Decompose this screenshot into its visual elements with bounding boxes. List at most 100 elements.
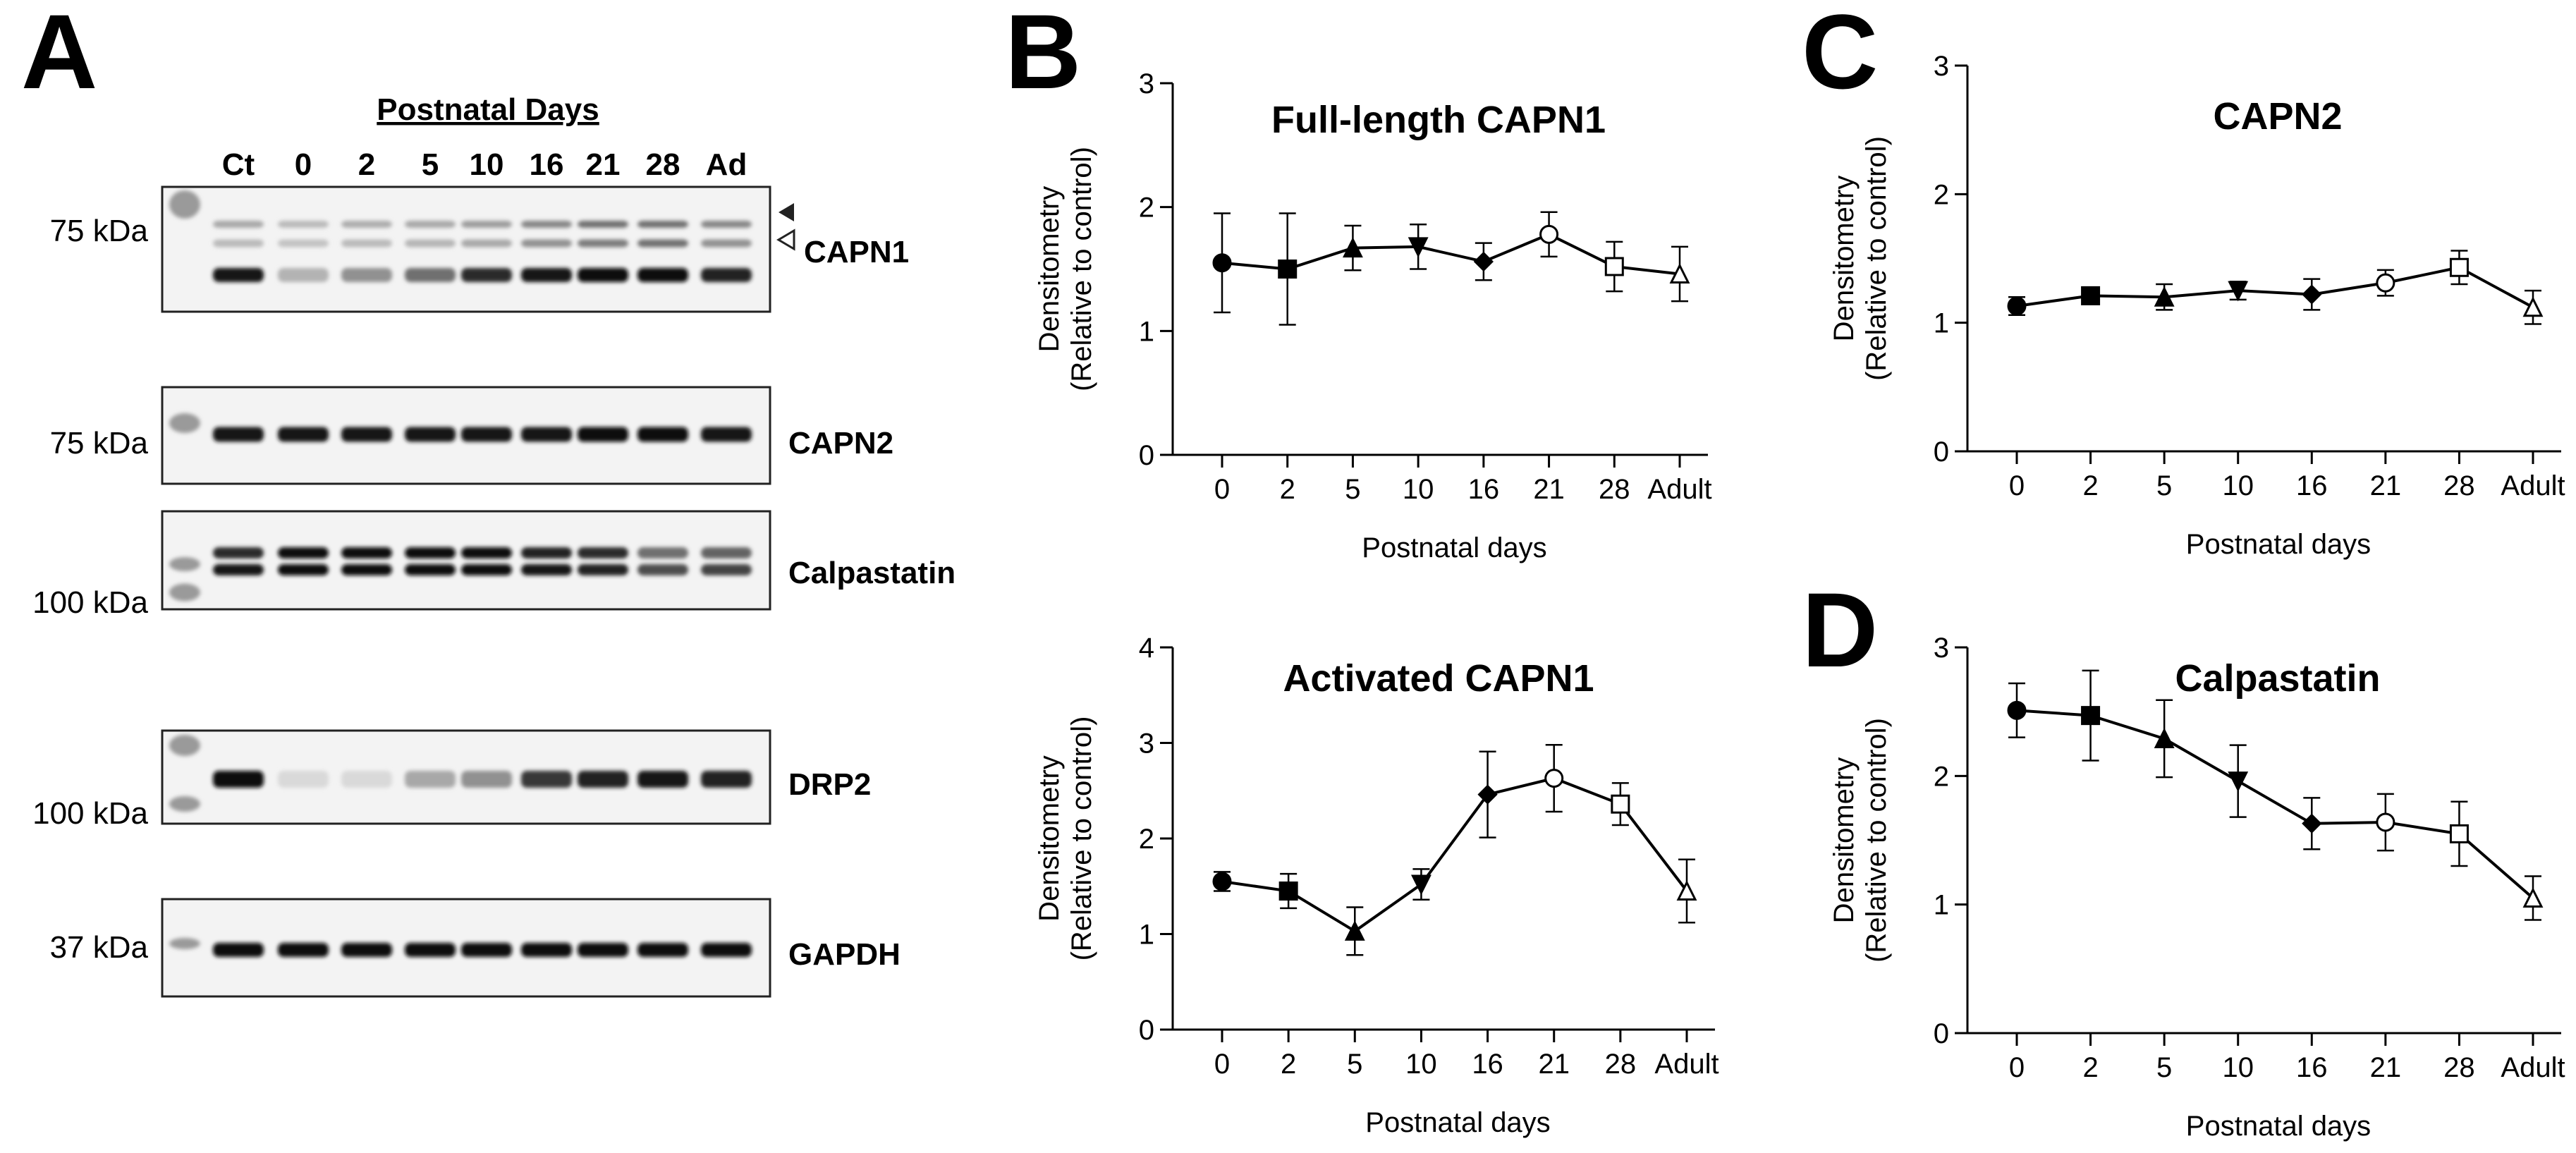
blot-band (213, 771, 264, 788)
x-tick-label: 21 (2370, 470, 2402, 501)
blot-band (578, 943, 628, 957)
lane-label: 28 (646, 147, 680, 182)
x-tick-label: 5 (2156, 470, 2172, 501)
blot-frame (161, 185, 771, 313)
lane-label: 21 (586, 147, 621, 182)
blot-frame (161, 510, 771, 611)
data-point (2302, 813, 2322, 834)
y-tick-label: 2 (1934, 179, 1949, 210)
blot-band (701, 547, 752, 559)
blot-band (405, 427, 456, 442)
blot-band (521, 564, 572, 575)
protein-label: CAPN2 (788, 426, 893, 460)
data-point (1604, 257, 1624, 276)
blot-band (637, 771, 688, 788)
lane-label: 10 (470, 147, 504, 182)
chart-title: Full-length CAPN1 (1271, 99, 1606, 141)
blot-band (213, 547, 264, 559)
blot-band (278, 943, 329, 957)
ladder-band (169, 557, 200, 571)
blot-band (461, 771, 512, 788)
x-tick-label: 0 (1214, 474, 1230, 505)
series-line (1221, 776, 1688, 933)
panel-label-c: C (1802, 0, 1878, 111)
data-point (1477, 784, 1498, 805)
y-tick-label: 3 (1139, 728, 1154, 759)
data-point (1611, 794, 1630, 814)
y-tick-label: 1 (1934, 308, 1949, 339)
blot-band (637, 268, 688, 282)
data-point (1408, 237, 1429, 258)
chart-title: CAPN2 (2213, 95, 2342, 138)
ladder-band (169, 413, 200, 433)
data-point (2007, 700, 2027, 720)
blot-band (278, 564, 329, 575)
marker-label: 37 kDa (50, 930, 149, 965)
blot-band (278, 268, 329, 282)
blot-band (521, 547, 572, 559)
blot-band (637, 239, 688, 248)
chart-activated-capn1: Activated CAPN1 0 1 2 3 4 0 2 5 10 16 21 28 Adult Post… (1034, 633, 1719, 1138)
data-point (1544, 769, 1564, 788)
x-tick-label: 10 (2222, 1052, 2254, 1083)
blot-band (637, 943, 688, 957)
x-tick-label: 0 (1214, 1049, 1230, 1080)
y-axis-label-sub: (Relative to control) (1861, 136, 1892, 381)
data-point (1669, 263, 1690, 284)
y-axis-label: Densitometry (1034, 186, 1065, 353)
blot-band (521, 268, 572, 282)
blot-band (405, 268, 456, 282)
blot-band (341, 564, 392, 575)
blot-band (637, 427, 688, 442)
y-tick-label: 0 (1139, 1015, 1154, 1046)
data-point (2081, 706, 2101, 726)
blot-band (521, 221, 572, 228)
blot-band (213, 564, 264, 575)
blot-band (701, 239, 752, 248)
filled-arrowhead-icon (779, 203, 794, 221)
blot-rows: 75 kDa CAPN1 75 kDa CAPN2 100 kDa Calpastatin… (32, 185, 956, 998)
data-point (1278, 881, 1298, 901)
marker-label: 100 kDa (32, 796, 148, 831)
blot-band (405, 771, 456, 788)
x-tick-label: Adult (1654, 1049, 1719, 1080)
x-tick-label: 16 (2296, 470, 2328, 501)
blot-band (461, 221, 512, 228)
blot-band (461, 427, 512, 442)
marker-label: 75 kDa (50, 214, 149, 248)
y-axis-label: Densitometry (1829, 176, 1860, 342)
protein-label: CAPN1 (804, 235, 909, 269)
blot-band (278, 427, 329, 442)
blot-row-drp2: 100 kDa DRP2 (32, 729, 871, 831)
y-tick-label: 1 (1139, 316, 1154, 347)
panel-label-b: B (1005, 0, 1081, 111)
x-tick-label: 28 (2443, 1052, 2475, 1083)
x-tick-label: 16 (1468, 474, 1500, 505)
chart-title: Activated CAPN1 (1283, 657, 1594, 700)
blot-band (578, 427, 628, 442)
data-point (2228, 771, 2249, 792)
marker-label: 75 kDa (50, 426, 149, 460)
data-point (2449, 824, 2469, 843)
x-tick-label: 2 (2082, 470, 2098, 501)
data-point (2228, 281, 2249, 302)
blot-band (278, 771, 329, 788)
lane-label: 2 (358, 147, 375, 182)
blot-band (341, 268, 392, 282)
marker-label: 100 kDa (32, 585, 148, 620)
x-tick-label: 10 (2222, 470, 2254, 501)
x-tick-label: 0 (2009, 470, 2025, 501)
x-tick-label: 5 (2156, 1052, 2172, 1083)
y-tick-label: 3 (1934, 633, 1949, 664)
blot-band (278, 547, 329, 559)
data-point (1411, 874, 1432, 896)
data-point (1212, 872, 1232, 891)
data-point (2522, 887, 2544, 908)
blot-band (278, 239, 329, 248)
blot-band (461, 564, 512, 575)
blot-band (213, 239, 264, 248)
x-tick-label: 21 (2370, 1052, 2402, 1083)
y-tick-label: 0 (1934, 1018, 1949, 1049)
x-tick-label: 21 (1533, 474, 1565, 505)
